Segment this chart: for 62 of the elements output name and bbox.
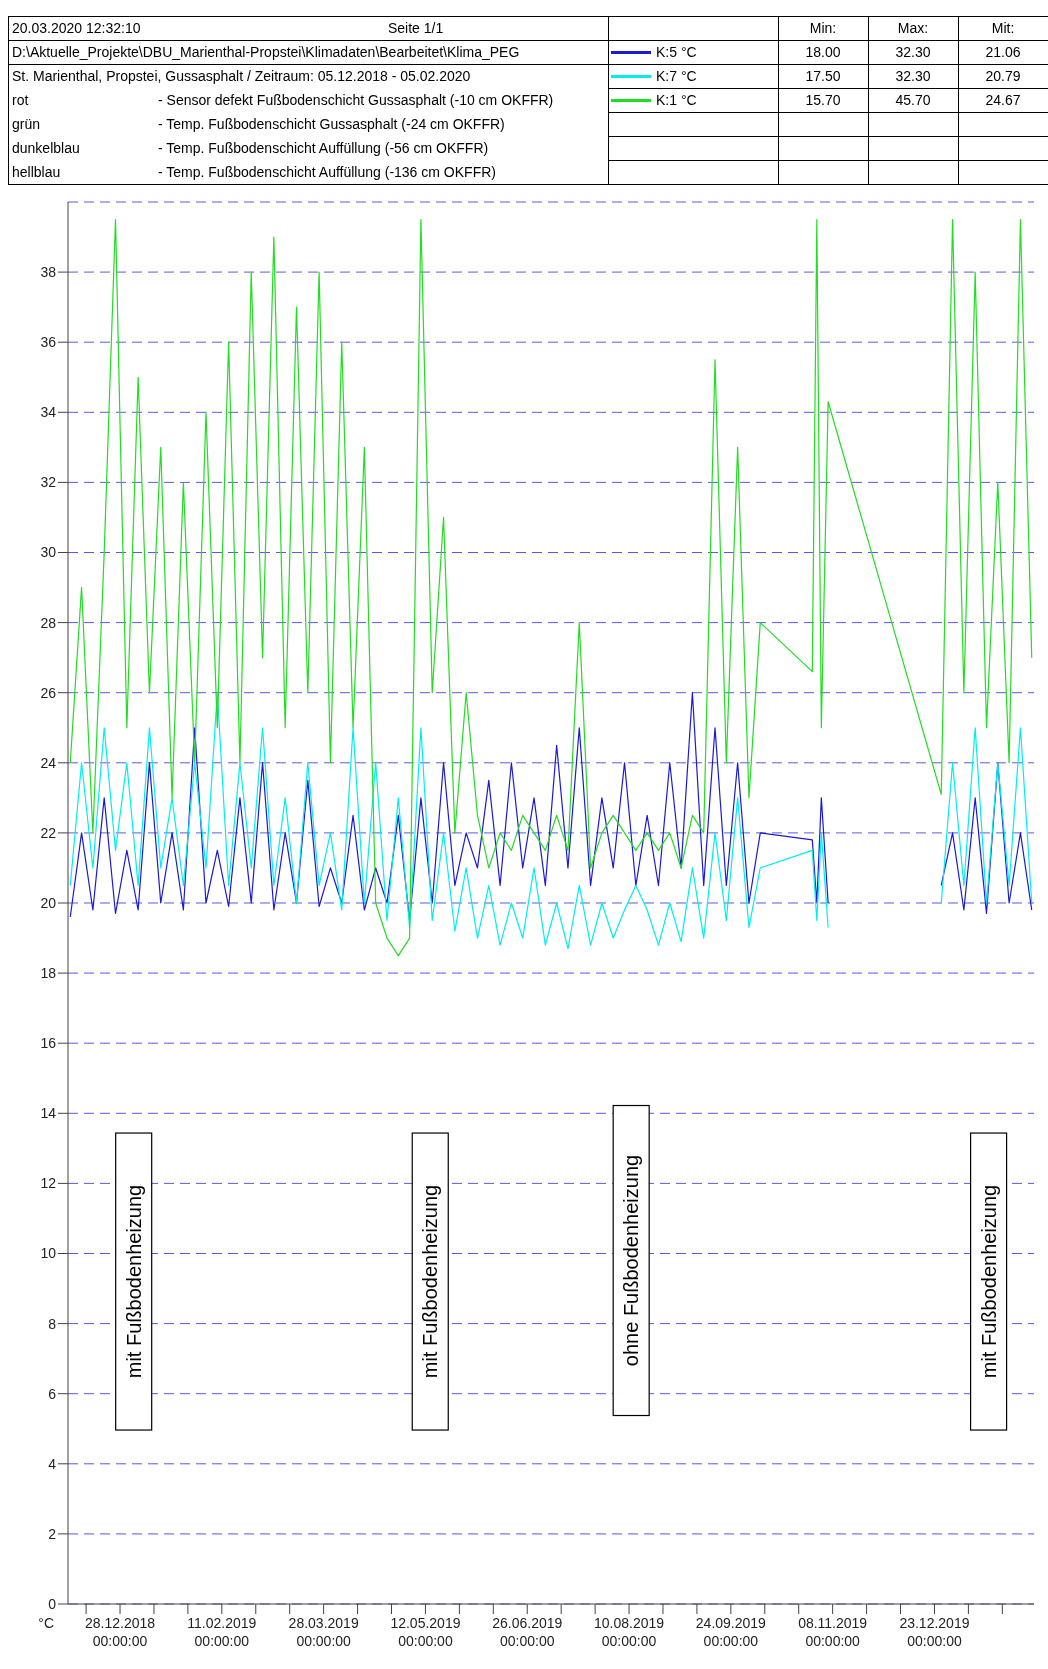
text: Seite 1/1 (388, 19, 444, 38)
y-tick-label: 14 (40, 1105, 57, 1122)
y-tick-label: 26 (40, 684, 57, 701)
y-tick-label: 0 (48, 1595, 57, 1612)
x-tick-label: 24.09.2019 00:00:00 (695, 1615, 767, 1649)
text: grün (12, 115, 41, 134)
x-tick-label: 26.06.2019 00:00:00 (492, 1615, 563, 1649)
x-tick-label: 23.12.2019 00:00:00 (899, 1615, 970, 1649)
text: hellblau (12, 163, 61, 182)
annotation: ohne Fußbodenheizung (620, 1154, 643, 1367)
text: dunkelblau (12, 139, 80, 158)
text: 32.30 (894, 43, 932, 62)
y-tick-label: 2 (48, 1525, 57, 1542)
y-tick-label: 32 (40, 474, 57, 491)
x-tick-label: 28.03.2019 00:00:00 (288, 1615, 359, 1649)
text: 20.79 (984, 67, 1022, 86)
text: 32.30 (894, 67, 932, 86)
legend-label: K:1 °C (656, 92, 697, 108)
y-tick-label: 30 (40, 544, 57, 561)
text: 15.70 (804, 91, 842, 110)
text: - Temp. Fußbodenschicht Gussasphalt (-24 cm OKFFR) (158, 115, 505, 134)
x-tick-label: 11.02.2019 00:00:00 (187, 1615, 257, 1649)
y-tick-label: 4 (48, 1455, 57, 1472)
legend-label: K:5 °C (656, 44, 697, 60)
y-tick-label: 18 (40, 965, 57, 982)
text: 20.03.2020 12:32:10 (12, 19, 141, 38)
text: 45.70 (894, 91, 932, 110)
text: Min: (808, 19, 838, 38)
x-tick-label: 12.05.2019 00:00:00 (390, 1615, 461, 1649)
annotation: mit Fußbodenheizung (419, 1184, 442, 1379)
text: 24.67 (984, 91, 1022, 110)
y-tick-label: 12 (40, 1175, 57, 1192)
x-tick-label: 08.11.2019 00:00:00 (798, 1615, 868, 1649)
text: - Sensor defekt Fußbodenschicht Gussasphalt (-10 cm OKFFR) (158, 91, 554, 110)
y-axis-title: °C (38, 1615, 54, 1631)
chart-title: St. Marienthal, Propstei, Gussasphalt / Zeitraum: 05.12.2018 - 05.02.2020 (12, 67, 471, 86)
y-tick-label: 22 (40, 824, 57, 841)
text: - Temp. Fußbodenschicht Auffüllung (-136 cm OKFFR) (158, 163, 496, 182)
text: rot (12, 91, 29, 110)
text: Mit: (990, 19, 1016, 38)
annotation: mit Fußbodenheizung (977, 1184, 1000, 1379)
y-tick-label: 38 (40, 264, 57, 281)
y-tick-label: 24 (40, 754, 57, 771)
y-tick-label: 10 (40, 1245, 57, 1262)
x-tick-label: 28.12.2018 00:00:00 (84, 1615, 156, 1649)
text: 21.06 (984, 43, 1022, 62)
text: - Temp. Fußbodenschicht Auffüllung (-56 cm OKFFR) (158, 139, 489, 158)
annotation: mit Fußbodenheizung (122, 1184, 145, 1379)
y-tick-label: 16 (40, 1035, 57, 1052)
text: Max: (896, 19, 930, 38)
y-tick-label: 6 (48, 1385, 57, 1402)
y-tick-label: 8 (48, 1315, 57, 1332)
text: 18.00 (804, 43, 842, 62)
legend-label: K:7 °C (656, 68, 697, 84)
y-tick-label: 28 (40, 614, 57, 631)
y-tick-label: 36 (40, 334, 57, 351)
text: 17.50 (804, 67, 842, 86)
y-tick-label: 20 (40, 894, 57, 911)
y-tick-label: 34 (40, 404, 57, 421)
text: D:\Aktuelle_Projekte\DBU_Marienthal-Propstei\Klimadaten\Bearbeitet\Klima_PEG (12, 43, 520, 62)
x-tick-label: 10.08.2019 00:00:00 (594, 1615, 665, 1649)
line-series (69, 218, 1033, 957)
